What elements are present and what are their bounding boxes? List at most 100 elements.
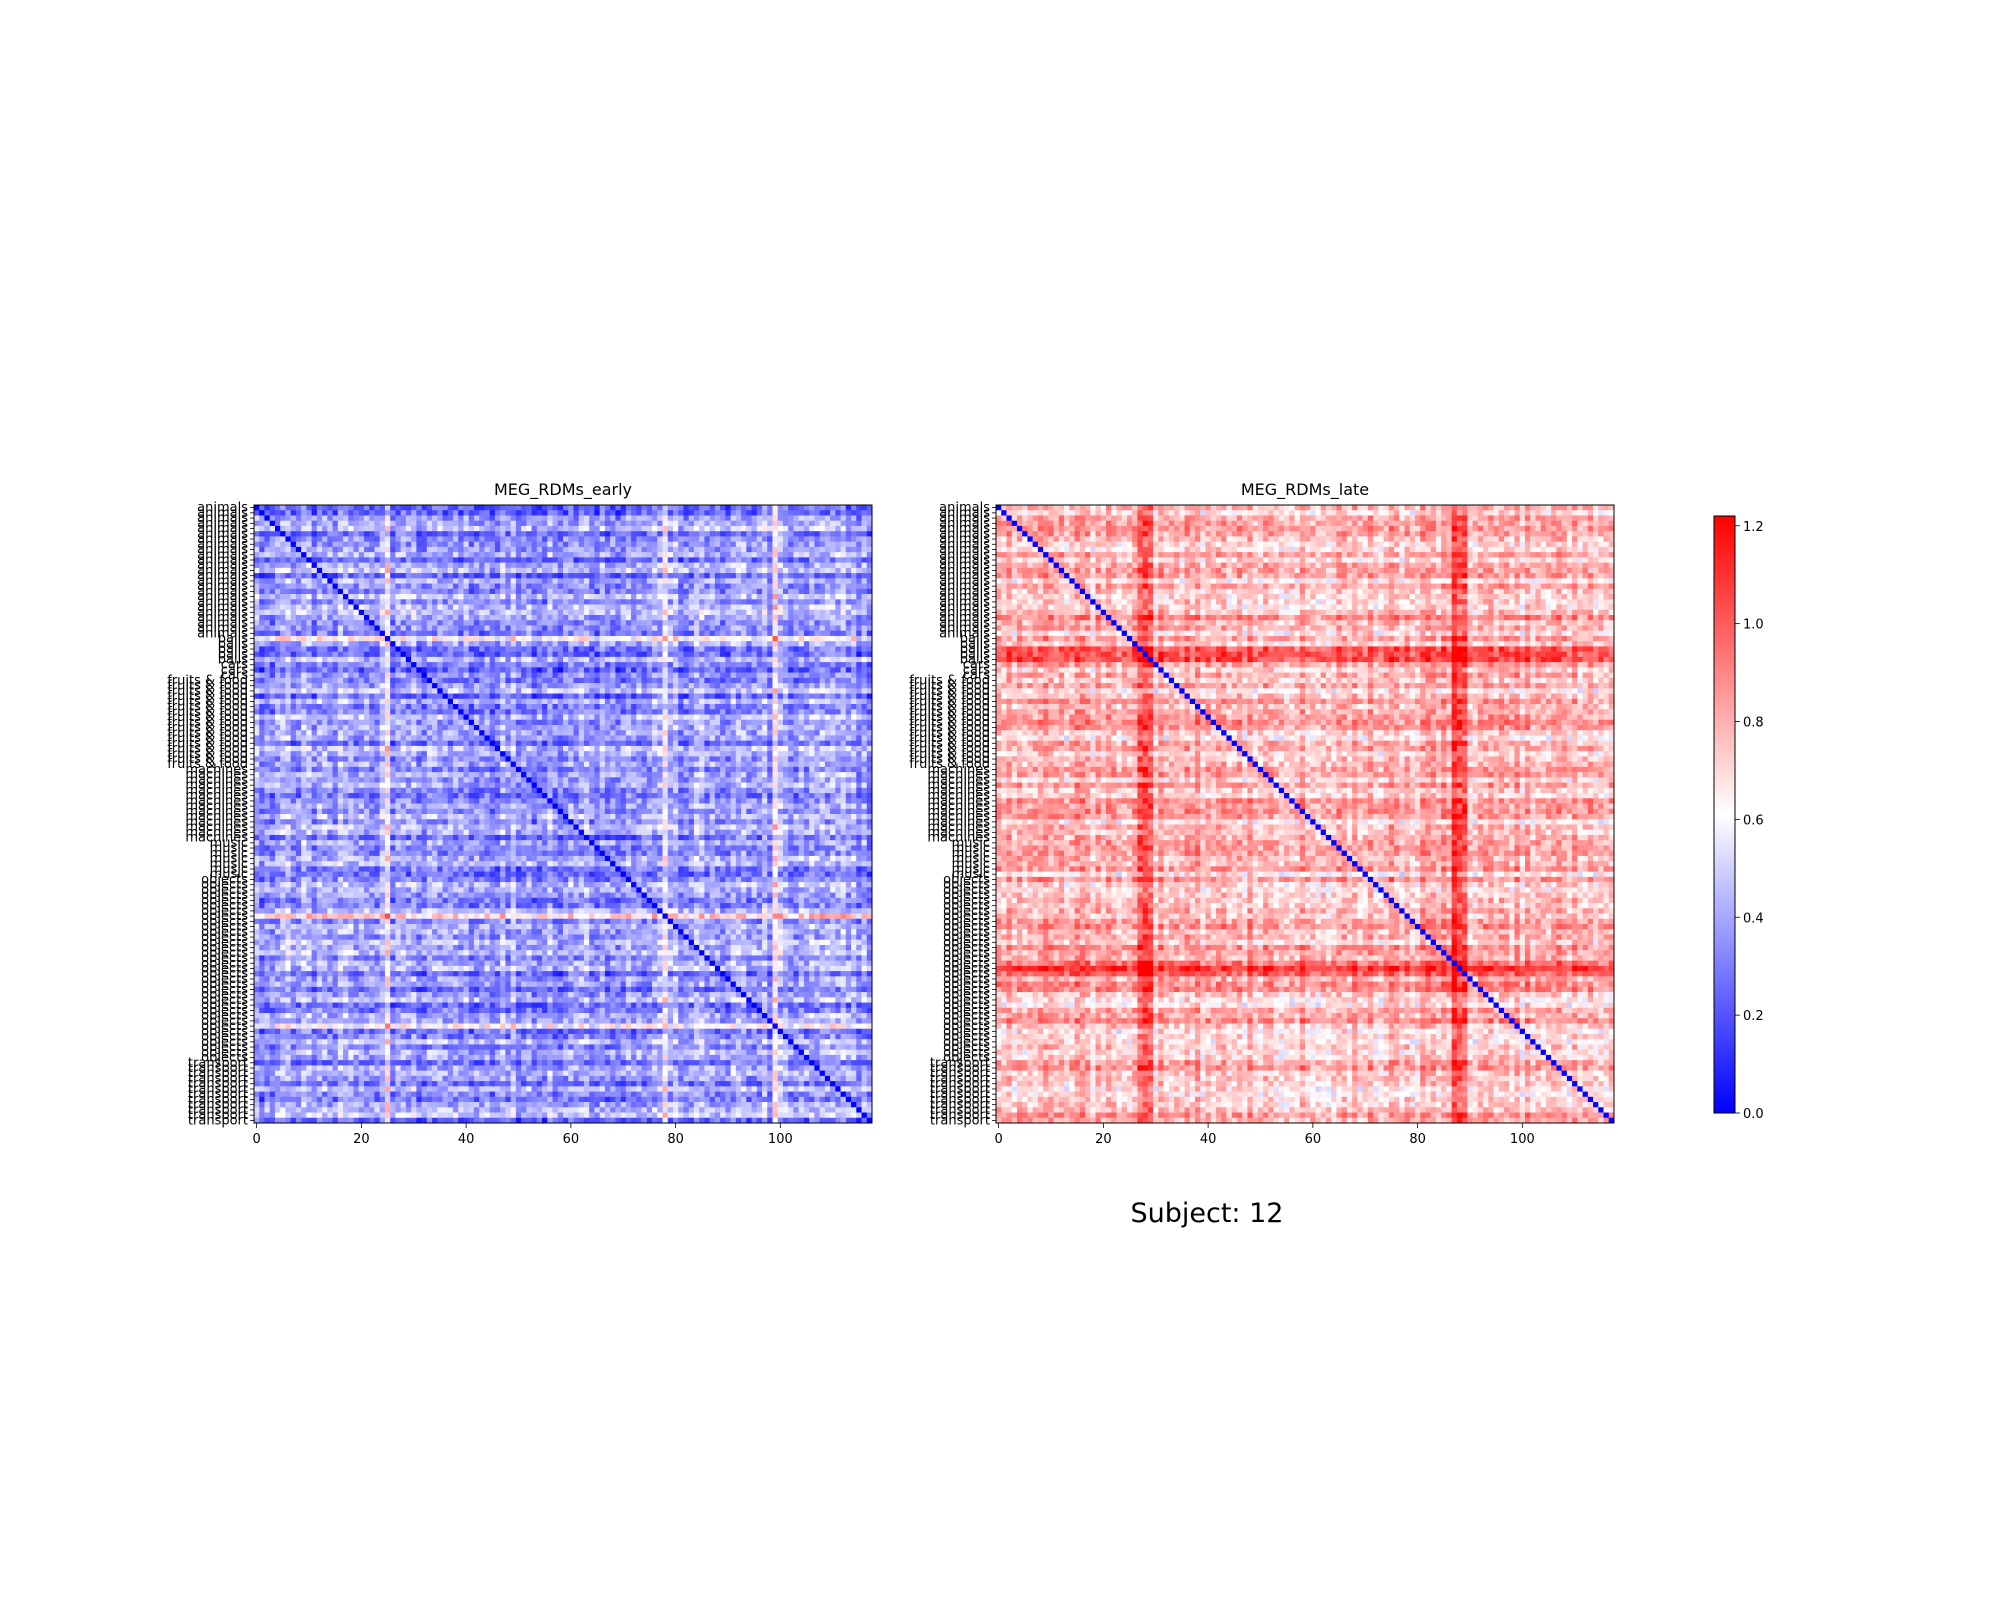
heatmap-cell bbox=[306, 667, 312, 673]
heatmap-cell bbox=[306, 563, 312, 569]
heatmap-cell bbox=[720, 631, 726, 637]
heatmap-cell bbox=[825, 531, 831, 537]
heatmap-cell bbox=[767, 563, 773, 569]
heatmap-cell bbox=[542, 652, 548, 658]
heatmap-cell bbox=[432, 589, 438, 595]
heatmap-cell bbox=[479, 531, 485, 537]
heatmap-cell bbox=[453, 704, 459, 710]
heatmap-cell bbox=[406, 536, 412, 542]
heatmap-cell bbox=[746, 547, 752, 553]
heatmap-cell bbox=[704, 584, 710, 590]
heatmap-cell bbox=[343, 620, 349, 626]
heatmap-cell bbox=[484, 646, 490, 652]
heatmap-cell bbox=[762, 605, 768, 611]
heatmap-cell bbox=[851, 657, 857, 663]
heatmap-cell bbox=[600, 636, 606, 642]
heatmap-cell bbox=[333, 720, 339, 726]
heatmap-cell bbox=[537, 641, 543, 647]
heatmap-cell bbox=[333, 641, 339, 647]
heatmap-cell bbox=[484, 568, 490, 574]
heatmap-cell bbox=[783, 584, 789, 590]
heatmap-cell bbox=[594, 547, 600, 553]
heatmap-cell bbox=[516, 531, 522, 537]
heatmap-cell bbox=[532, 610, 538, 616]
heatmap-cell bbox=[584, 568, 590, 574]
heatmap-cell bbox=[736, 594, 742, 600]
heatmap-cell bbox=[563, 552, 569, 558]
heatmap-cell bbox=[825, 568, 831, 574]
heatmap-cell bbox=[851, 615, 857, 621]
heatmap-cell bbox=[422, 563, 428, 569]
heatmap-cell bbox=[736, 625, 742, 631]
heatmap-cell bbox=[772, 709, 778, 715]
heatmap-cell bbox=[621, 641, 627, 647]
heatmap-cell bbox=[296, 620, 302, 626]
heatmap-cell bbox=[835, 610, 841, 616]
heatmap-cell bbox=[678, 720, 684, 726]
heatmap-cell bbox=[359, 589, 365, 595]
heatmap-cell bbox=[521, 531, 527, 537]
heatmap-cell bbox=[762, 704, 768, 710]
heatmap-cell bbox=[762, 557, 768, 563]
heatmap-cell bbox=[369, 542, 375, 548]
heatmap-cell bbox=[532, 578, 538, 584]
heatmap-cell bbox=[306, 704, 312, 710]
heatmap-cell bbox=[846, 615, 852, 621]
heatmap-cell bbox=[558, 510, 564, 516]
heatmap-cell bbox=[547, 694, 553, 700]
heatmap-cell bbox=[621, 536, 627, 542]
heatmap-cell bbox=[327, 536, 333, 542]
heatmap-cell bbox=[563, 625, 569, 631]
heatmap-cell bbox=[804, 667, 810, 673]
heatmap-cell bbox=[354, 709, 360, 715]
heatmap-cell bbox=[254, 547, 260, 553]
heatmap-cell bbox=[359, 709, 365, 715]
heatmap-cell bbox=[573, 584, 579, 590]
heatmap-cell bbox=[296, 683, 302, 689]
heatmap-cell bbox=[783, 699, 789, 705]
heatmap-cell bbox=[820, 557, 826, 563]
heatmap-cell bbox=[647, 578, 653, 584]
heatmap-cell bbox=[573, 552, 579, 558]
heatmap-cell bbox=[720, 610, 726, 616]
heatmap-cell bbox=[793, 641, 799, 647]
heatmap-cell bbox=[746, 610, 752, 616]
heatmap-cell bbox=[689, 610, 695, 616]
heatmap-cell bbox=[621, 557, 627, 563]
heatmap-cell bbox=[338, 714, 344, 720]
heatmap-cell bbox=[416, 683, 422, 689]
heatmap-cell bbox=[699, 625, 705, 631]
heatmap-cell bbox=[511, 694, 517, 700]
heatmap-cell bbox=[610, 563, 616, 569]
heatmap-cell bbox=[364, 505, 370, 511]
heatmap-cell bbox=[364, 510, 370, 516]
heatmap-cell bbox=[642, 678, 648, 684]
heatmap-cell bbox=[343, 646, 349, 652]
heatmap-cell bbox=[364, 678, 370, 684]
heatmap-cell bbox=[306, 589, 312, 595]
heatmap-cell bbox=[338, 636, 344, 642]
heatmap-cell bbox=[736, 568, 742, 574]
heatmap-cell bbox=[275, 563, 281, 569]
heatmap-cell bbox=[390, 594, 396, 600]
heatmap-cell bbox=[338, 521, 344, 527]
heatmap-cell bbox=[778, 573, 784, 579]
heatmap-cell bbox=[500, 589, 506, 595]
heatmap-cell bbox=[563, 657, 569, 663]
heatmap-cell bbox=[610, 683, 616, 689]
heatmap-cell bbox=[542, 563, 548, 569]
heatmap-cell bbox=[830, 657, 836, 663]
heatmap-cell bbox=[731, 584, 737, 590]
heatmap-cell bbox=[537, 694, 543, 700]
heatmap-cell bbox=[647, 699, 653, 705]
heatmap-cell bbox=[788, 652, 794, 658]
heatmap-cell bbox=[453, 709, 459, 715]
heatmap-cell bbox=[830, 641, 836, 647]
heatmap-cell bbox=[427, 725, 433, 731]
heatmap-cell bbox=[463, 636, 469, 642]
heatmap-cell bbox=[327, 667, 333, 673]
heatmap-cell bbox=[783, 620, 789, 626]
heatmap-cell bbox=[359, 594, 365, 600]
heatmap-cell bbox=[851, 667, 857, 673]
heatmap-cell bbox=[395, 542, 401, 548]
